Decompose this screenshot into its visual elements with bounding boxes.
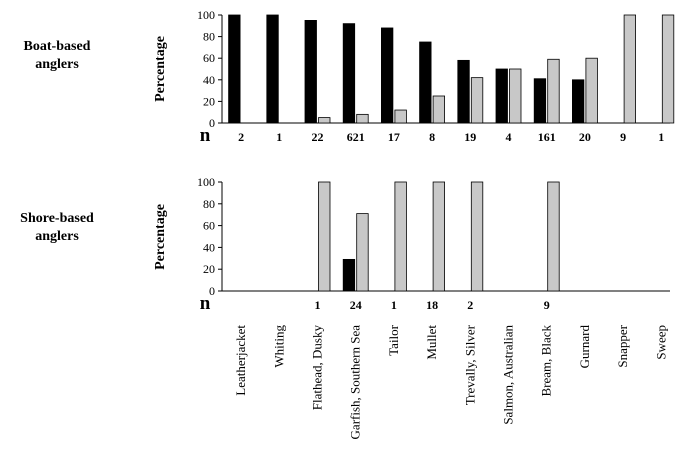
- category-label-1: Leatherjacket: [233, 325, 248, 396]
- n-value-3: 1: [315, 298, 321, 312]
- panel-2-n-label: n: [200, 293, 211, 314]
- bar-grey-11: [623, 14, 636, 124]
- category-label-4: Garfish, Southern Sea: [348, 325, 363, 440]
- category-label-10: Gurnard: [577, 325, 592, 369]
- bar-black-4: [342, 258, 356, 292]
- panel-1-n-label: n: [200, 125, 211, 146]
- panel-1-label-line1: Boat-based: [24, 39, 91, 54]
- y-tick-label: 40: [203, 73, 215, 87]
- category-label-12: Sweep: [653, 325, 668, 360]
- y-tick-label: 80: [203, 30, 215, 44]
- n-value-4: 24: [350, 298, 362, 312]
- bar-black-4: [342, 23, 356, 124]
- n-value-4: 621: [347, 130, 365, 144]
- y-tick-label: 80: [203, 197, 215, 211]
- category-label-11: Snapper: [615, 324, 630, 367]
- bar-black-6: [419, 41, 432, 124]
- bar-black-10: [572, 79, 585, 124]
- bar-black-2: [266, 14, 279, 124]
- bar-grey-3: [318, 117, 331, 124]
- bar-grey-5: [394, 181, 407, 292]
- n-value-3: 22: [312, 130, 324, 144]
- category-label-9: Bream, Black: [539, 325, 554, 397]
- category-label-8: Salmon, Australian: [501, 325, 516, 425]
- category-label-6: Mullet: [424, 325, 439, 360]
- bar-black-7: [457, 59, 470, 124]
- panel-2-label-line1: Shore-based: [20, 211, 94, 226]
- n-value-7: 19: [464, 130, 476, 144]
- bar-black-3: [304, 19, 317, 124]
- n-value-8: 4: [506, 130, 512, 144]
- n-value-2: 1: [276, 130, 282, 144]
- y-tick-label: 100: [197, 8, 215, 22]
- n-value-12: 1: [658, 130, 664, 144]
- bar-grey-4: [356, 213, 369, 292]
- n-value-6: 18: [426, 298, 438, 312]
- category-label-3: Flathead, Dusky: [310, 325, 325, 411]
- bar-black-1: [228, 14, 241, 124]
- y-tick-label: 40: [203, 240, 215, 254]
- bar-grey-9: [547, 58, 560, 124]
- panel-2-label-line2: anglers: [35, 229, 79, 244]
- y-tick-label: 0: [209, 284, 215, 298]
- y-tick-label: 20: [203, 94, 215, 108]
- n-value-6: 8: [429, 130, 435, 144]
- bar-grey-12: [661, 14, 675, 124]
- y-tick-label: 0: [209, 116, 215, 130]
- panel-2-y-axis-title: Percentage: [153, 204, 168, 270]
- category-label-5: Tailor: [386, 324, 401, 356]
- y-tick-label: 60: [203, 51, 215, 65]
- bar-grey-8: [509, 68, 522, 124]
- bar-grey-4: [356, 113, 369, 124]
- n-value-10: 20: [579, 130, 591, 144]
- bar-grey-5: [394, 109, 407, 124]
- bar-black-8: [495, 68, 508, 124]
- y-tick-label: 60: [203, 219, 215, 233]
- category-label-7: Trevally, Silver: [462, 324, 477, 405]
- n-value-9: 161: [538, 130, 556, 144]
- bar-black-5: [380, 27, 394, 124]
- bar-grey-3: [318, 181, 331, 292]
- bar-grey-9: [547, 181, 560, 292]
- bar-black-9: [533, 78, 547, 124]
- n-value-5: 1: [391, 298, 397, 312]
- bar-grey-7: [470, 181, 484, 292]
- y-tick-label: 20: [203, 262, 215, 276]
- n-value-7: 2: [467, 298, 473, 312]
- category-labels: Leatherjacket Whiting Flathead, Dusky Garfi…: [233, 324, 668, 439]
- panel-1-plot-area: 0 20 40 60 80 100 2 1 22 621 17 8 19 4 161 20 9 1: [197, 8, 675, 144]
- n-value-5: 17: [388, 130, 400, 144]
- panel-1-y-axis-title: Percentage: [153, 36, 168, 102]
- bar-grey-7: [470, 77, 484, 124]
- bar-grey-6: [432, 181, 446, 292]
- bar-grey-6: [432, 95, 446, 124]
- n-value-1: 2: [238, 130, 244, 144]
- panel-2-plot-area: 0 20 40 60 80 100 1 24 1 18 2 9: [197, 175, 670, 312]
- n-value-11: 9: [620, 130, 626, 144]
- category-label-2: Whiting: [271, 325, 286, 368]
- panel-1-label-line2: anglers: [35, 57, 79, 72]
- y-tick-label: 100: [197, 175, 215, 189]
- bar-grey-10: [585, 57, 598, 124]
- n-value-9: 9: [544, 298, 550, 312]
